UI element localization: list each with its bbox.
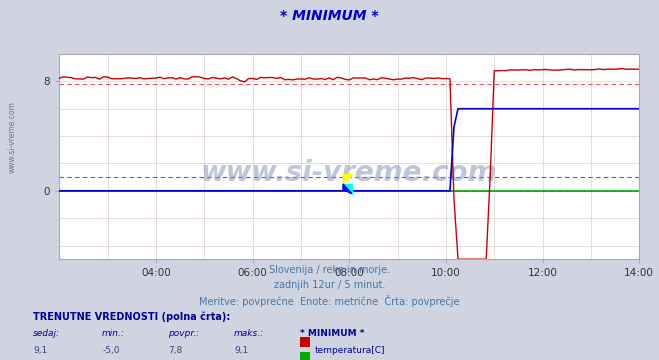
Text: 9,1: 9,1 bbox=[234, 346, 248, 355]
Text: maks.:: maks.: bbox=[234, 329, 264, 338]
Polygon shape bbox=[343, 184, 352, 194]
Polygon shape bbox=[343, 184, 352, 194]
Text: 9,1: 9,1 bbox=[33, 346, 47, 355]
Text: 7,8: 7,8 bbox=[168, 346, 183, 355]
Text: temperatura[C]: temperatura[C] bbox=[314, 346, 385, 355]
Text: www.si-vreme.com: www.si-vreme.com bbox=[8, 101, 17, 173]
Text: -5,0: -5,0 bbox=[102, 346, 120, 355]
Text: Meritve: povprečne  Enote: metrične  Črta: povprečje: Meritve: povprečne Enote: metrične Črta:… bbox=[199, 295, 460, 307]
Text: TRENUTNE VREDNOSTI (polna črta):: TRENUTNE VREDNOSTI (polna črta): bbox=[33, 311, 231, 322]
Text: Slovenija / reke in morje.: Slovenija / reke in morje. bbox=[269, 265, 390, 275]
Text: min.:: min.: bbox=[102, 329, 125, 338]
Text: www.si-vreme.com: www.si-vreme.com bbox=[201, 159, 498, 187]
Text: * MINIMUM *: * MINIMUM * bbox=[300, 329, 364, 338]
Text: sedaj:: sedaj: bbox=[33, 329, 60, 338]
Text: povpr.:: povpr.: bbox=[168, 329, 199, 338]
Text: zadnjih 12ur / 5 minut.: zadnjih 12ur / 5 minut. bbox=[273, 280, 386, 290]
Polygon shape bbox=[343, 174, 352, 184]
Text: * MINIMUM *: * MINIMUM * bbox=[280, 9, 379, 23]
